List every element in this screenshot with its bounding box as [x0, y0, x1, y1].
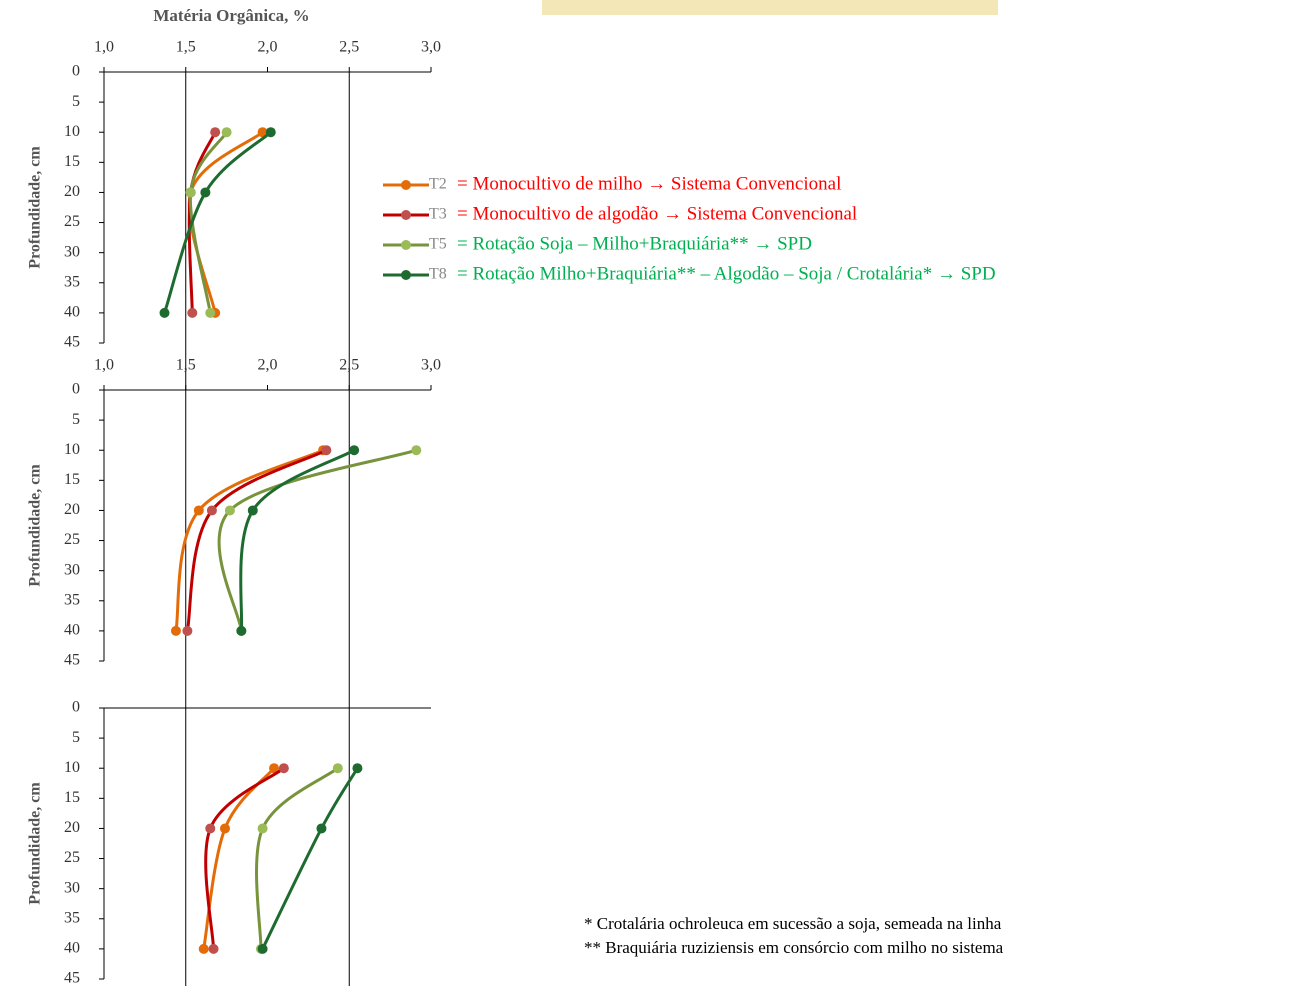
y-tick-label: 15: [64, 153, 80, 170]
y-tick-label: 45: [64, 652, 80, 669]
y-tick-label: 40: [64, 304, 80, 321]
data-point: [257, 127, 268, 138]
legend-marker: [401, 270, 411, 280]
x-tick-label: 2,0: [258, 357, 278, 374]
series-line: [255, 767, 339, 949]
y-tick-label: 30: [64, 243, 80, 260]
data-point: [198, 943, 209, 954]
series-line: [261, 767, 359, 950]
y-tick-label: 20: [64, 501, 80, 518]
data-point: [193, 505, 204, 516]
data-point: [205, 823, 216, 834]
data-point: [269, 763, 280, 774]
footnote: * Crotalária ochroleuca em sucessão a so…: [584, 914, 1002, 933]
legend-label: T2: [429, 176, 447, 193]
data-point: [182, 625, 193, 636]
legend-text: = Monocultivo de algodão → Sistema Conve…: [457, 203, 857, 224]
chart-title: Matéria Orgânica, %: [153, 6, 309, 25]
y-tick-label: 10: [64, 759, 80, 776]
data-point: [257, 943, 268, 954]
x-tick-label: 3,0: [421, 357, 441, 374]
data-point: [206, 505, 217, 516]
y-tick-label: 15: [64, 471, 80, 488]
data-point: [170, 625, 181, 636]
legend-text: = Rotação Soja – Milho+Braquiária** → SP…: [457, 233, 812, 254]
y-tick-label: 0: [72, 699, 80, 716]
data-point: [187, 307, 198, 318]
legend-text: = Rotação Milho+Braquiária** – Algodão –…: [457, 263, 996, 284]
y-axis-label: Profundidade, cm: [27, 464, 44, 587]
legend-label: T5: [429, 236, 447, 253]
y-tick-label: 25: [64, 213, 80, 230]
data-point: [257, 823, 268, 834]
y-tick-label: 25: [64, 531, 80, 548]
x-tick-label: 2,0: [258, 39, 278, 56]
data-point: [236, 625, 247, 636]
footnote: ** Braquiária ruziziensis em consórcio c…: [584, 938, 1004, 957]
y-tick-label: 45: [64, 970, 80, 986]
data-point: [265, 127, 276, 138]
y-tick-label: 45: [64, 334, 80, 351]
y-tick-label: 20: [64, 183, 80, 200]
x-tick-label: 3,0: [421, 39, 441, 56]
data-point: [352, 763, 363, 774]
y-tick-label: 5: [72, 93, 80, 110]
banner-fragment: [542, 0, 998, 15]
legend-marker: [401, 240, 411, 250]
y-tick-label: 15: [64, 789, 80, 806]
y-axis-label: Profundidade, cm: [27, 146, 44, 269]
y-tick-label: 0: [72, 381, 80, 398]
data-point: [185, 187, 196, 198]
y-tick-label: 20: [64, 819, 80, 836]
y-tick-label: 30: [64, 561, 80, 578]
y-axis-label: Profundidade, cm: [27, 782, 44, 905]
y-tick-label: 10: [64, 123, 80, 140]
legend-marker: [401, 180, 411, 190]
x-tick-label: 2,5: [339, 39, 359, 56]
legend-label: T3: [429, 206, 447, 223]
data-point: [349, 445, 360, 456]
y-tick-label: 5: [72, 411, 80, 428]
data-point: [219, 823, 230, 834]
data-point: [278, 763, 289, 774]
x-tick-label: 2,5: [339, 357, 359, 374]
data-point: [411, 445, 422, 456]
data-point: [159, 307, 170, 318]
data-point: [210, 127, 221, 138]
y-tick-label: 30: [64, 879, 80, 896]
y-tick-label: 10: [64, 441, 80, 458]
data-point: [224, 505, 235, 516]
y-tick-label: 35: [64, 591, 80, 608]
data-point: [208, 943, 219, 954]
y-tick-label: 25: [64, 849, 80, 866]
data-point: [200, 187, 211, 198]
y-tick-label: 40: [64, 622, 80, 639]
data-point: [247, 505, 258, 516]
x-tick-label: 1,5: [176, 357, 196, 374]
legend-marker: [401, 210, 411, 220]
x-tick-label: 1,0: [94, 39, 114, 56]
legend-label: T8: [429, 266, 447, 283]
data-point: [321, 445, 332, 456]
y-tick-label: 40: [64, 940, 80, 957]
x-tick-label: 1,5: [176, 39, 196, 56]
data-point: [221, 127, 232, 138]
y-tick-label: 0: [72, 63, 80, 80]
data-point: [332, 763, 343, 774]
x-tick-label: 1,0: [94, 357, 114, 374]
legend-text: = Monocultivo de milho → Sistema Convenc…: [457, 173, 841, 194]
y-tick-label: 5: [72, 729, 80, 746]
data-point: [316, 823, 327, 834]
data-point: [205, 307, 216, 318]
y-tick-label: 35: [64, 909, 80, 926]
y-tick-label: 35: [64, 273, 80, 290]
